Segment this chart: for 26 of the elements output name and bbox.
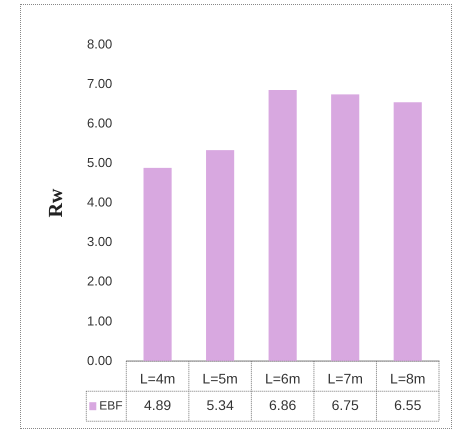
legend-label: EBF (99, 398, 123, 413)
bar (331, 94, 360, 362)
y-tick-label: 4.00 (86, 194, 112, 210)
y-tick-label: 2.00 (86, 274, 112, 289)
data-label: 6.55 (394, 397, 422, 414)
data-label: 4.89 (144, 397, 172, 414)
bar (268, 90, 297, 362)
bar (144, 168, 172, 362)
y-tick-label: 6.00 (86, 116, 112, 131)
bar (394, 102, 422, 362)
x-tick-label: L=6m (264, 370, 300, 386)
bar (206, 150, 234, 362)
y-tick-label: 5.00 (86, 155, 112, 170)
y-tick-label: 8.00 (86, 36, 112, 52)
y-tick-label: 3.00 (86, 234, 112, 250)
data-label: 5.34 (206, 397, 234, 414)
data-label: 6.75 (332, 397, 360, 414)
x-tick-label: L=4m (140, 370, 176, 386)
y-tick-label: 1.00 (86, 313, 112, 328)
y-axis-title: Rw (45, 188, 68, 218)
x-tick-label: L=7m (327, 370, 363, 386)
y-tick-label: 7.00 (86, 76, 112, 92)
data-label: 6.86 (269, 397, 296, 414)
x-tick-label: L=8m (390, 370, 426, 386)
y-tick-label: 0.00 (86, 352, 112, 368)
x-tick-label: L=5m (202, 370, 238, 386)
